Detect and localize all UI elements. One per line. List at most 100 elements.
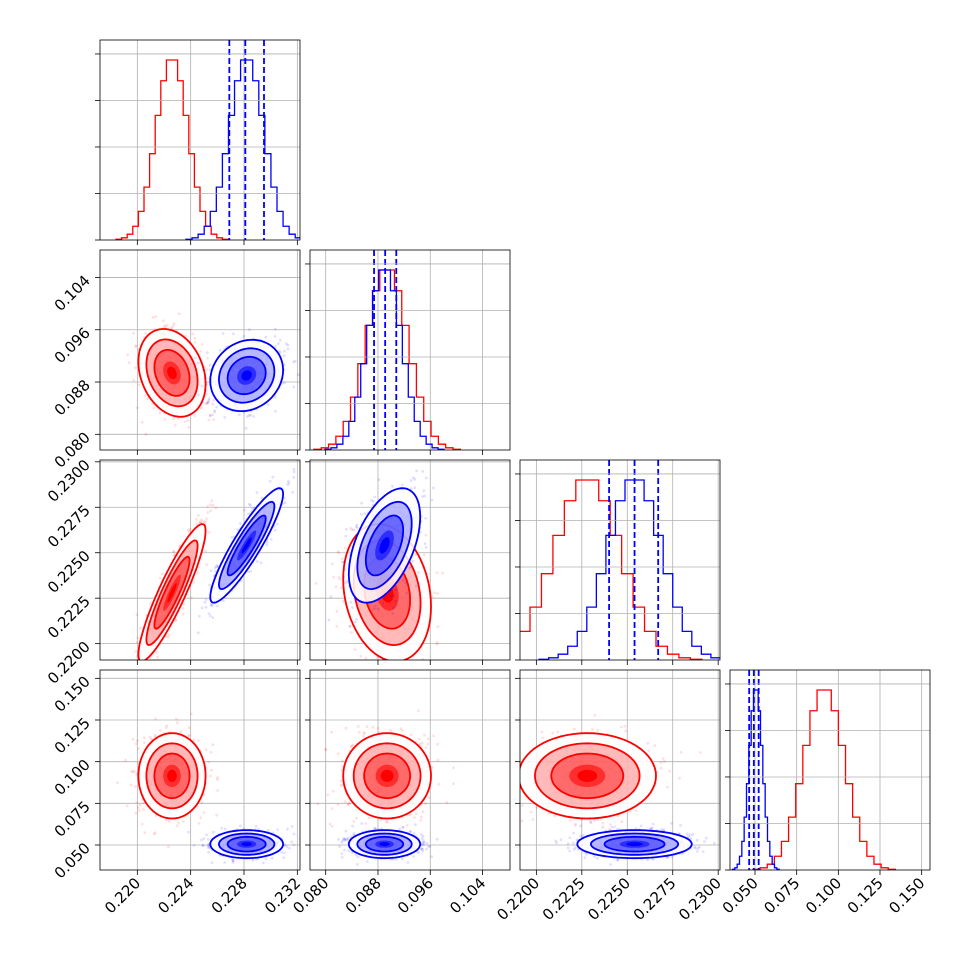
contour-line-2: [364, 514, 405, 577]
scatter-point: [215, 564, 219, 567]
scatter-point: [266, 403, 270, 407]
scatter-point: [205, 517, 208, 521]
scatter-point: [136, 806, 140, 809]
scatter-point: [189, 712, 193, 716]
scatter-point: [150, 737, 153, 741]
scatter-point: [209, 569, 213, 573]
scatter-point: [136, 636, 140, 640]
scatter-point: [211, 616, 215, 619]
scatter-point: [338, 577, 342, 581]
scatter-point: [248, 328, 251, 331]
panel-content: [116, 712, 300, 865]
panel-frame: [309, 459, 511, 661]
scatter-point: [143, 831, 147, 834]
scatter-point: [206, 356, 209, 360]
scatter-point: [424, 546, 428, 549]
scatter-point: [151, 402, 154, 406]
scatter-point: [134, 366, 137, 370]
scatter-point: [273, 524, 277, 528]
scatter-point: [371, 500, 375, 503]
scatter-point: [207, 418, 211, 422]
scatter-point: [435, 571, 439, 574]
scatter-point: [382, 597, 386, 601]
contour-line-1: [217, 501, 276, 591]
scatter-point: [422, 489, 426, 493]
scatter-point: [206, 504, 210, 508]
histogram-series-0: [520, 479, 703, 660]
scatter-point: [209, 503, 213, 506]
scatter-point: [209, 603, 213, 607]
scatter-point: [265, 540, 269, 544]
scatter-point: [355, 525, 359, 529]
scatter-point: [376, 607, 380, 611]
scatter-point: [283, 349, 286, 353]
scatter-point: [193, 414, 197, 417]
scatter-point: [132, 378, 136, 382]
scatter-point: [408, 566, 411, 570]
scatter-point: [332, 575, 336, 579]
scatter-point: [355, 618, 358, 621]
scatter-point: [164, 635, 168, 639]
panel-frame: [519, 459, 721, 661]
scatter-point: [213, 410, 217, 414]
scatter-point: [194, 518, 198, 521]
scatter-point: [192, 738, 196, 742]
scatter-point: [159, 729, 162, 732]
contour-line-2: [226, 355, 267, 396]
scatter-point: [216, 776, 220, 780]
contour-line-1: [356, 500, 413, 591]
scatter-point: [255, 491, 259, 494]
panel-2-1: [305, 459, 511, 665]
panel-content: [314, 469, 444, 660]
scatter-point: [211, 402, 215, 406]
scatter-point: [256, 560, 259, 563]
scatter-point: [273, 528, 277, 532]
scatter-point: [344, 581, 347, 585]
scatter-point: [342, 575, 345, 578]
scatter-point: [381, 601, 385, 605]
scatter-point: [151, 316, 155, 319]
scatter-point: [135, 641, 139, 644]
density-core: [241, 537, 252, 554]
scatter-point: [200, 343, 204, 346]
scatter-point: [292, 470, 296, 474]
scatter-point: [172, 550, 176, 554]
scatter-point: [204, 605, 208, 609]
scatter-point: [204, 389, 208, 393]
scatter-point: [167, 819, 171, 823]
scatter-point: [336, 550, 340, 554]
scatter-point: [422, 553, 426, 557]
scatter-point: [204, 598, 208, 601]
scatter-point: [340, 557, 344, 561]
scatter-point: [433, 591, 436, 595]
scatter-point: [195, 522, 199, 526]
scatter-point: [417, 571, 420, 574]
scatter-point: [215, 813, 219, 817]
scatter-point: [187, 734, 191, 738]
scatter-point: [189, 596, 193, 600]
scatter-point: [363, 512, 367, 516]
scatter-point: [199, 350, 203, 353]
scatter-point: [165, 724, 169, 728]
scatter-point: [206, 401, 210, 405]
scatter-point: [206, 511, 210, 514]
scatter-point: [127, 361, 131, 365]
scatter-point: [265, 543, 269, 547]
scatter-point: [153, 831, 157, 835]
scatter-point: [169, 326, 173, 330]
scatter-point: [292, 360, 296, 364]
scatter-point: [135, 613, 139, 617]
scatter-point: [283, 381, 286, 384]
panel-1-1: [305, 249, 511, 455]
scatter-point: [337, 551, 341, 555]
scatter-point: [197, 739, 200, 743]
scatter-point: [349, 526, 352, 530]
scatter-point: [247, 570, 251, 573]
scatter-point: [204, 520, 207, 524]
scatter-point: [142, 736, 146, 740]
panel-frame: [309, 249, 511, 451]
scatter-point: [179, 730, 183, 733]
scatter-point: [286, 483, 290, 486]
